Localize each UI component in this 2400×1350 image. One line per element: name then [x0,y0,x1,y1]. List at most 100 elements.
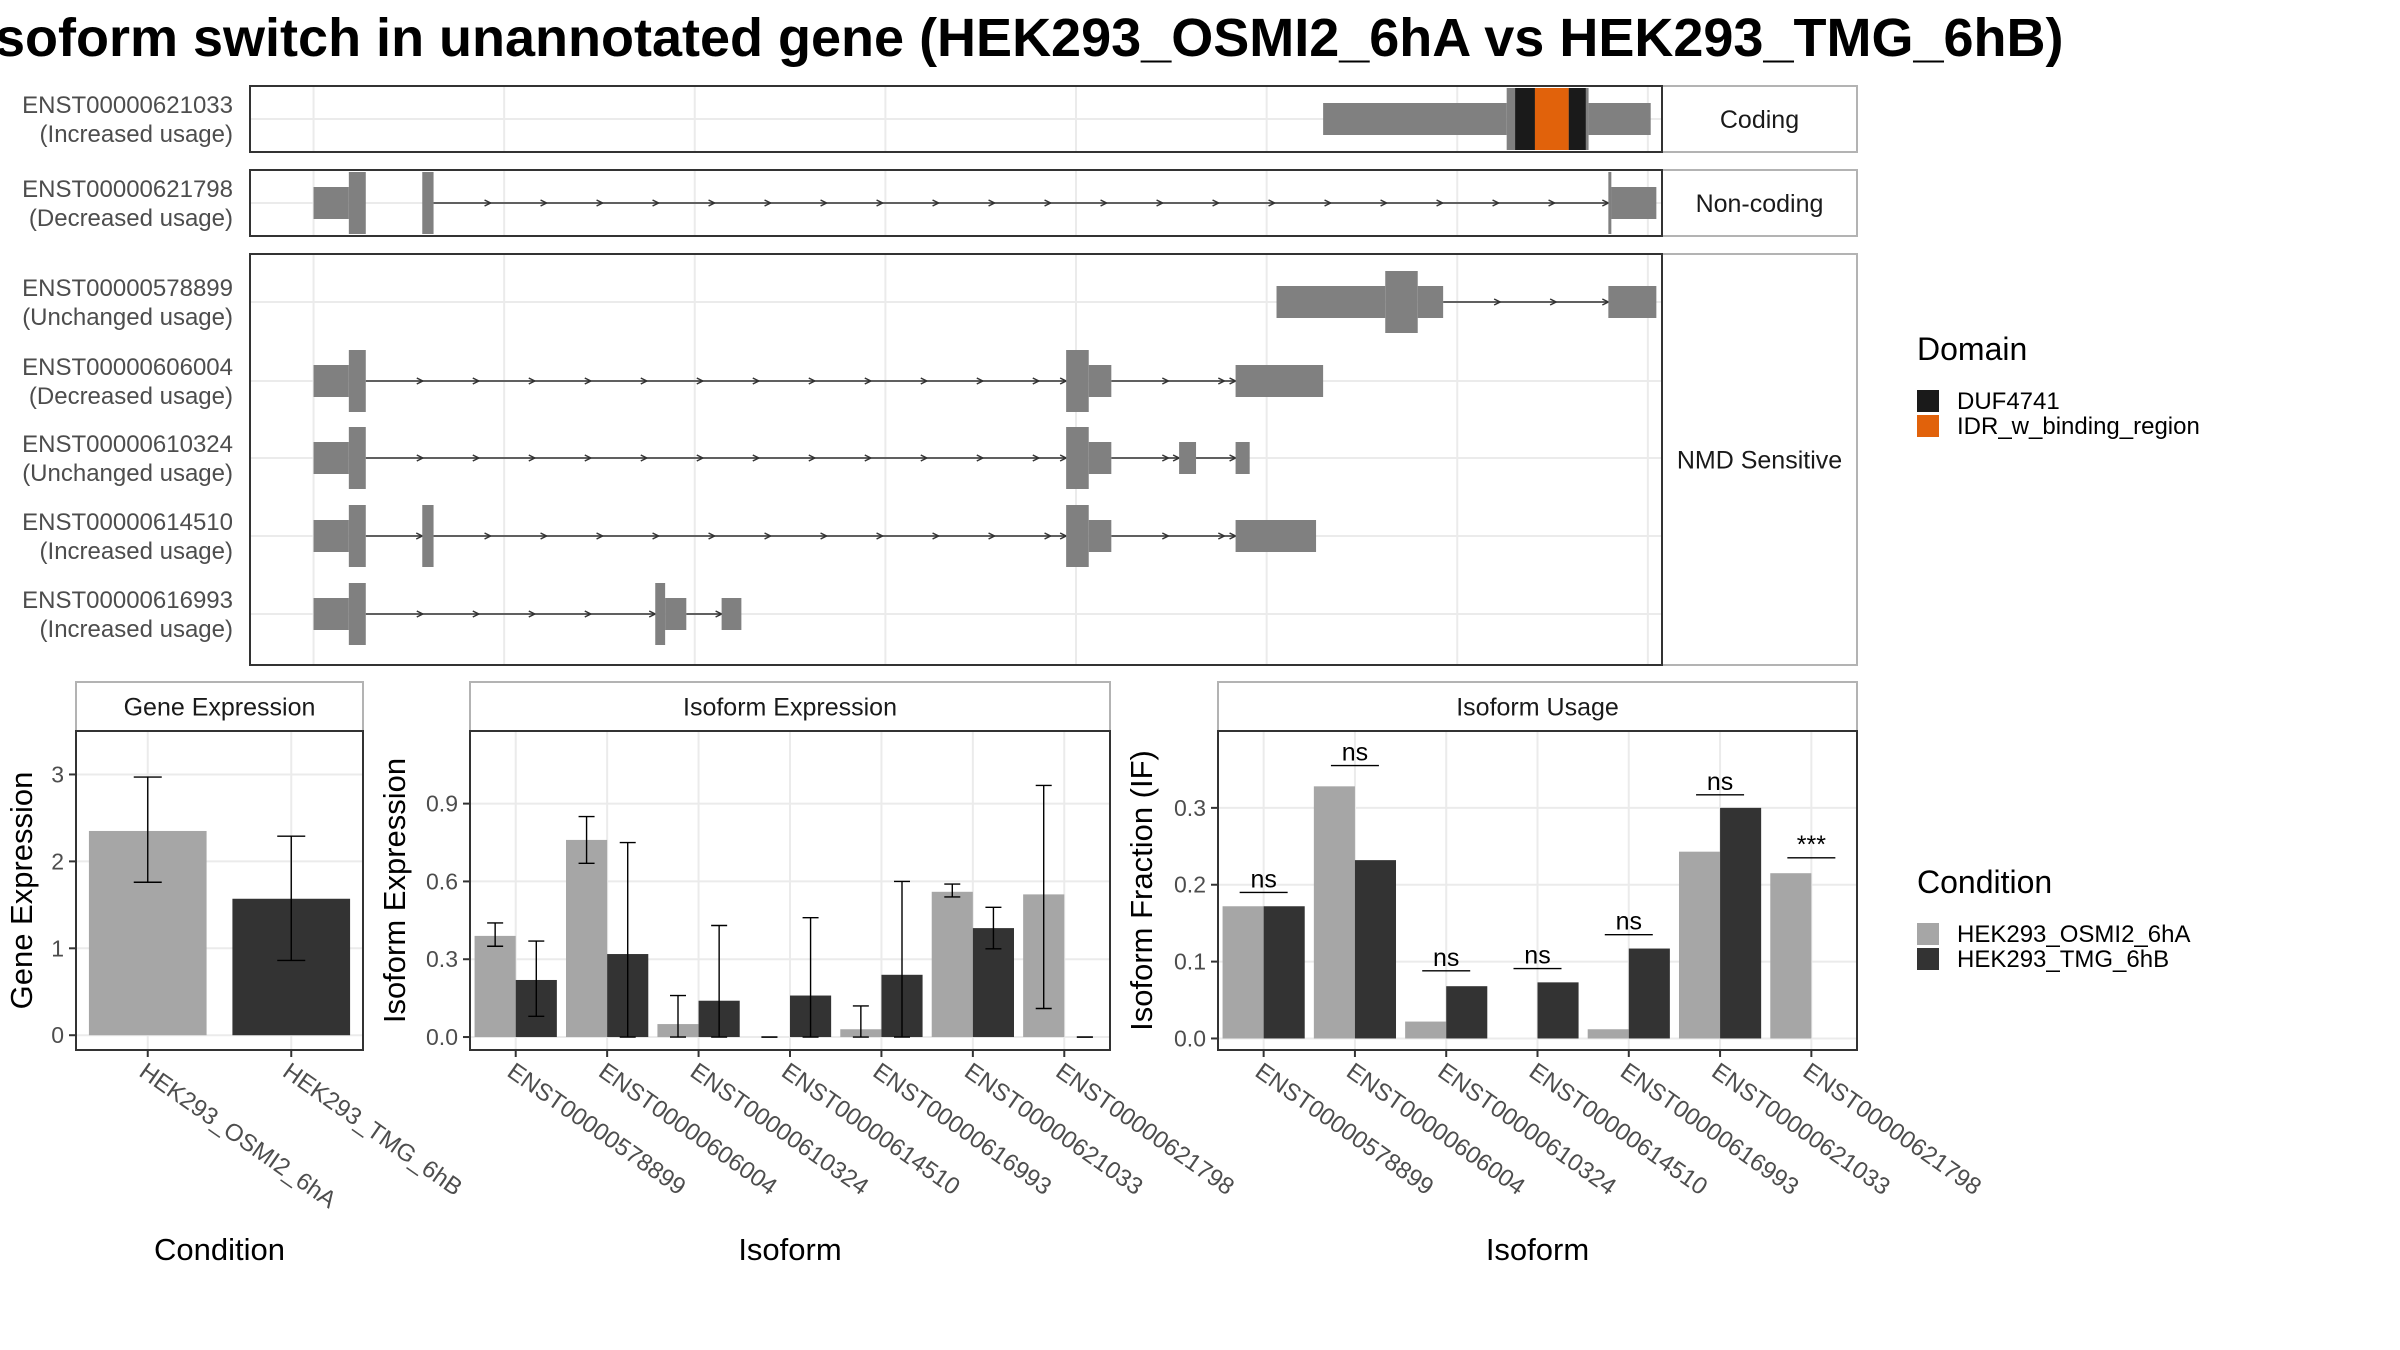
intron-arrow [1602,199,1611,207]
transcript-usage-label: (Decreased usage) [29,383,233,410]
intron-arrow [472,454,481,462]
exon-block [665,598,687,630]
y-tick-label: 0.3 [426,946,458,972]
exon-block [1066,505,1089,567]
exon-block [348,427,366,489]
intron-arrow [416,610,425,618]
transcript-id-label: ENST00000614510 [22,509,233,536]
intron-arrow [528,377,537,385]
intron-arrow [1156,199,1165,207]
transcript-ENST00000610324: ENST00000610324(Unchanged usage) [22,427,1250,489]
intron-arrow [820,199,829,207]
intron-arrow [528,610,537,618]
intron-arrow [1032,377,1041,385]
exon-block [1088,520,1112,552]
exon-block [1179,442,1197,474]
y-tick-label: 0.9 [426,791,458,817]
exon-block [1088,365,1112,397]
exon-block [1611,187,1657,219]
bar-condition-a [566,839,608,1038]
transcript-ENST00000578899: ENST00000578899(Unchanged usage) [22,271,1657,333]
intron-arrow [1324,199,1333,207]
intron-arrow [1032,454,1041,462]
y-tick-label: 3 [51,761,64,787]
exon-block [721,598,742,630]
structure-group-0: Coding ENST00000621033(Increased usage) [22,85,1858,153]
bar-condition-b [1446,986,1488,1039]
x-axis-title: Isoform [738,1232,841,1267]
intron-arrow [988,532,997,540]
exon-block [313,365,349,397]
facet-strip-label: Coding [1720,106,1799,134]
intron-arrow [696,454,705,462]
intron-arrow [640,377,649,385]
intron-arrow [932,199,941,207]
intron-arrow [1044,199,1053,207]
intron-arrow [1217,532,1226,540]
bar-condition-a [1587,1029,1629,1039]
transcript-ENST00000621033: ENST00000621033(Increased usage) [22,88,1651,150]
intron-arrow [652,532,661,540]
intron-arrow [540,532,549,540]
intron-arrow [1044,532,1053,540]
y-tick-label: 2 [51,848,64,874]
y-axis-title: Gene Expression [4,772,39,1010]
intron-arrow [1100,199,1109,207]
isoform-expression-chart: Isoform Expression0.00.30.60.9ENST000005… [377,681,1239,1267]
panel-title: Isoform Expression [683,694,897,722]
exon-block [1235,442,1250,474]
legend-swatch [1917,948,1939,970]
exon-block [1608,286,1657,318]
intron-arrow [920,454,929,462]
significance-label: ns [1433,944,1459,972]
legend-label: IDR_w_binding_region [1957,413,2200,440]
intron-arrow [1161,532,1170,540]
intron-arrow [1493,298,1502,306]
y-tick-label: 0.2 [1174,872,1206,898]
transcript-ENST00000614510: ENST00000614510(Increased usage) [22,505,1317,567]
bar-condition-b [1720,807,1762,1039]
exon-block [1417,286,1444,318]
transcript-id-label: ENST00000606004 [22,354,233,381]
intron-arrow [808,377,817,385]
y-tick-label: 0.0 [426,1024,458,1050]
intron-arrow [864,377,873,385]
significance-label: ns [1250,865,1276,893]
intron-arrow [1548,199,1557,207]
y-tick-label: 0.6 [426,868,458,894]
bar-condition-a [931,891,973,1038]
y-tick-label: 0.1 [1174,949,1206,975]
bar-condition-b [1263,906,1305,1039]
intron-arrow [752,377,761,385]
legend-title: Condition [1917,864,2052,900]
facet-strip-label: Non-coding [1696,190,1824,218]
exon-block [1608,172,1612,234]
intron-arrow [528,454,537,462]
intron-arrow [1602,298,1611,306]
transcript-id-label: ENST00000621798 [22,176,233,203]
bar-condition-b [1354,860,1397,1039]
isoform-usage-chart: Isoform Usage ns ns ns ns ns ns *** 0.0 0.1 0.2 0.3… [1124,681,1986,1267]
transcript-id-label: ENST00000578899 [22,275,233,302]
intron-arrow [820,532,829,540]
intron-arrow [652,199,661,207]
intron-arrow [752,454,761,462]
structure-group-1: Non-coding ENST00000621798(Decreased usag… [22,169,1858,237]
exon-block [348,350,366,412]
intron-arrow [764,532,773,540]
intron-arrow [1436,199,1445,207]
exon-block [313,598,349,630]
transcript-usage-label: (Increased usage) [40,616,233,643]
intron-arrow [484,199,493,207]
y-tick-label: 0.3 [1174,795,1206,821]
intron-arrow [932,532,941,540]
transcript-usage-label: (Increased usage) [40,538,233,565]
structure-panel-border [249,253,1663,666]
significance-label: ns [1707,768,1733,796]
panel-title: Isoform Usage [1456,694,1619,722]
exon-block [348,505,366,567]
y-axis-title: Isoform Fraction (IF) [1124,750,1159,1031]
intron-arrow [584,377,593,385]
intron-arrow [696,377,705,385]
